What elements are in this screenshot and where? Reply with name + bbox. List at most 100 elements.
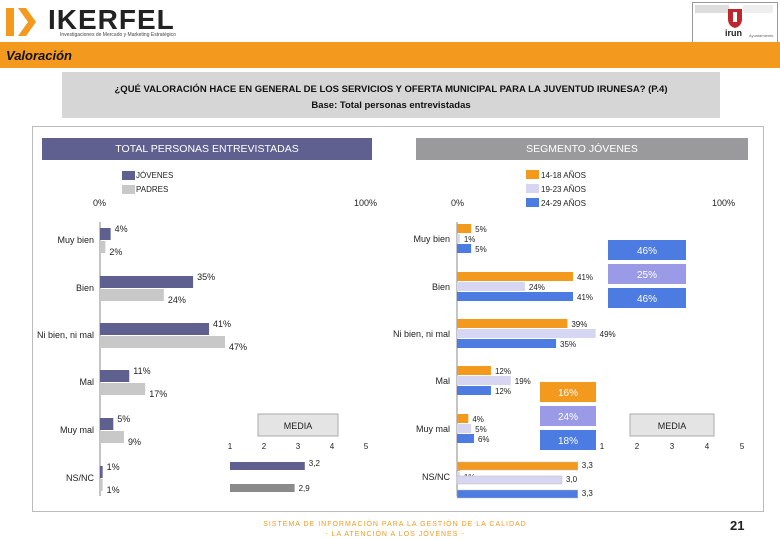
media-label-19-23-anos: 3,0 bbox=[566, 475, 578, 484]
category-label-muy-bien: Muy bien bbox=[413, 234, 450, 244]
bar-24-29-anos-muy-mal bbox=[457, 434, 474, 443]
bar-14-18-anos-muy-bien bbox=[457, 224, 472, 233]
brand-name: IKERFEL bbox=[48, 4, 175, 35]
media-scale-tick: 1 bbox=[600, 442, 605, 451]
bar-14-18-anos-mal bbox=[457, 366, 491, 375]
data-label-24-29-anos-mal: 12% bbox=[495, 387, 511, 396]
legend-swatch-19-23 bbox=[526, 184, 539, 193]
data-label-jovenes-ni-bien-ni-mal: 41% bbox=[213, 319, 231, 329]
positive-summary-box bbox=[608, 264, 686, 284]
bar-padres-muy-mal bbox=[100, 431, 124, 443]
category-label-muy-mal: Muy mal bbox=[416, 424, 450, 434]
legend-swatch-jovenes bbox=[122, 171, 135, 180]
footer-line-1: SISTEMA DE INFORMACIÓN PARA LA GESTIÓN D… bbox=[263, 521, 527, 528]
data-label-jovenes-bien: 35% bbox=[197, 272, 215, 282]
negative-summary-box bbox=[540, 382, 596, 402]
bar-padres-mal bbox=[100, 383, 146, 395]
positive-summary-box bbox=[608, 240, 686, 260]
section-bar bbox=[0, 42, 780, 68]
data-label-padres-muy-bien: 2% bbox=[109, 247, 122, 257]
data-label-14-18-anos-muy-mal: 4% bbox=[472, 415, 484, 424]
negative-summary-label: 18% bbox=[558, 436, 578, 447]
data-label-24-29-anos-muy-bien: 5% bbox=[475, 245, 487, 254]
bar-24-29-anos-mal bbox=[457, 386, 491, 395]
axis-min-label: 0% bbox=[93, 198, 106, 208]
axis-max-label: 100% bbox=[712, 198, 735, 208]
media-box bbox=[629, 413, 715, 437]
data-label-14-18-anos-mal: 12% bbox=[495, 367, 511, 376]
data-label-24-29-anos-bien: 41% bbox=[577, 293, 593, 302]
data-label-jovenes-muy-mal: 5% bbox=[117, 414, 130, 424]
page-number: 21 bbox=[730, 518, 745, 533]
bar-padres-muy-bien bbox=[100, 241, 106, 253]
irun-crest-logo: irun Ayuntamiento bbox=[692, 2, 778, 44]
bar-jovenes-ns-nc bbox=[100, 466, 103, 478]
category-label-ni-bien-ni-mal: Ni bien, ni mal bbox=[37, 330, 94, 340]
media-label-padres: 2,9 bbox=[299, 484, 311, 493]
footer-line-2: - LA ATENCIÓN A LOS JÓVENES - bbox=[325, 531, 465, 538]
data-label-14-18-anos-muy-bien: 5% bbox=[475, 225, 487, 234]
legend-swatch-14-18 bbox=[526, 170, 539, 179]
base-text: Base: Total personas entrevistadas bbox=[311, 100, 471, 111]
data-label-24-29-anos-muy-mal: 6% bbox=[478, 435, 490, 444]
media-bar-padres bbox=[230, 484, 295, 492]
bar-19-23-anos-bien bbox=[457, 282, 525, 291]
ikerfel-logo-icon bbox=[6, 8, 36, 36]
question-box bbox=[62, 72, 720, 118]
data-label-jovenes-ns-nc: 1% bbox=[107, 462, 120, 472]
data-label-padres-bien: 24% bbox=[168, 295, 186, 305]
axis-max-label: 100% bbox=[354, 198, 377, 208]
legend-label-padres: PADRES bbox=[136, 185, 169, 194]
bar-24-29-anos-muy-bien bbox=[457, 244, 472, 253]
media-scale-tick: 5 bbox=[740, 442, 745, 451]
media-title: MEDIA bbox=[658, 421, 687, 431]
positive-summary-box bbox=[608, 288, 686, 308]
media-scale-tick: 5 bbox=[364, 442, 369, 451]
crest-label: irun bbox=[725, 28, 742, 38]
legend-label-24-29: 24-29 AÑOS bbox=[541, 199, 586, 208]
media-label-jovenes: 3,2 bbox=[309, 459, 321, 468]
negative-summary-label: 16% bbox=[558, 388, 578, 399]
negative-summary-box bbox=[540, 430, 596, 450]
data-label-19-23-anos-muy-bien: 1% bbox=[464, 235, 476, 244]
question-text: ¿QUÉ VALORACIÓN HACE EN GENERAL DE LOS S… bbox=[114, 84, 668, 95]
category-label-muy-bien: Muy bien bbox=[57, 235, 94, 245]
bar-jovenes-bien bbox=[100, 276, 194, 288]
bar-24-29-anos-bien bbox=[457, 292, 574, 301]
legend-label-jovenes: JÓVENES bbox=[136, 171, 174, 180]
legend-label-14-18: 14-18 AÑOS bbox=[541, 171, 586, 180]
crest-sublabel: Ayuntamiento bbox=[749, 33, 774, 38]
bar-14-18-anos-bien bbox=[457, 272, 574, 281]
bar-jovenes-muy-mal bbox=[100, 418, 114, 430]
positive-summary-label: 46% bbox=[637, 294, 657, 305]
category-label-muy-mal: Muy mal bbox=[60, 425, 94, 435]
brand-tagline: Investigaciones de Mercado y Marketing E… bbox=[60, 32, 176, 38]
category-label-ns-nc: NS/NC bbox=[422, 472, 451, 482]
bar-padres-ns-nc bbox=[100, 479, 103, 491]
media-label-24-29-anos: 3,3 bbox=[582, 489, 594, 498]
bar-24-29-anos-ni-bien-ni-mal bbox=[457, 339, 557, 348]
positive-summary-label: 25% bbox=[637, 270, 657, 281]
media-bar-24-29-anos bbox=[456, 489, 578, 499]
crest-icon bbox=[728, 9, 742, 28]
category-label-ni-bien-ni-mal: Ni bien, ni mal bbox=[393, 329, 450, 339]
category-label-bien: Bien bbox=[76, 283, 94, 293]
legend-swatch-24-29 bbox=[526, 198, 539, 207]
media-box bbox=[257, 413, 339, 437]
data-label-19-23-anos-muy-mal: 5% bbox=[475, 425, 487, 434]
bar-19-23-anos-muy-mal bbox=[457, 424, 472, 433]
category-label-ns-nc: NS/NC bbox=[66, 473, 95, 483]
segment-chart-title: SEGMENTO JÓVENES bbox=[416, 138, 748, 160]
media-scale-tick: 1 bbox=[228, 442, 233, 451]
media-label-14-18-anos: 3,3 bbox=[582, 461, 594, 470]
footer: SISTEMA DE INFORMACIÓN PARA LA GESTIÓN D… bbox=[230, 520, 560, 540]
data-label-24-29-anos-ni-bien-ni-mal: 35% bbox=[560, 340, 576, 349]
bar-19-23-anos-muy-bien bbox=[457, 234, 460, 243]
bar-19-23-anos-mal bbox=[457, 376, 511, 385]
data-label-19-23-anos-bien: 24% bbox=[529, 283, 545, 292]
media-scale-tick: 2 bbox=[635, 442, 640, 451]
data-label-padres-mal: 17% bbox=[149, 389, 167, 399]
media-bar-jovenes bbox=[230, 462, 305, 470]
total-chart-title: TOTAL PERSONAS ENTREVISTADAS bbox=[42, 138, 372, 160]
